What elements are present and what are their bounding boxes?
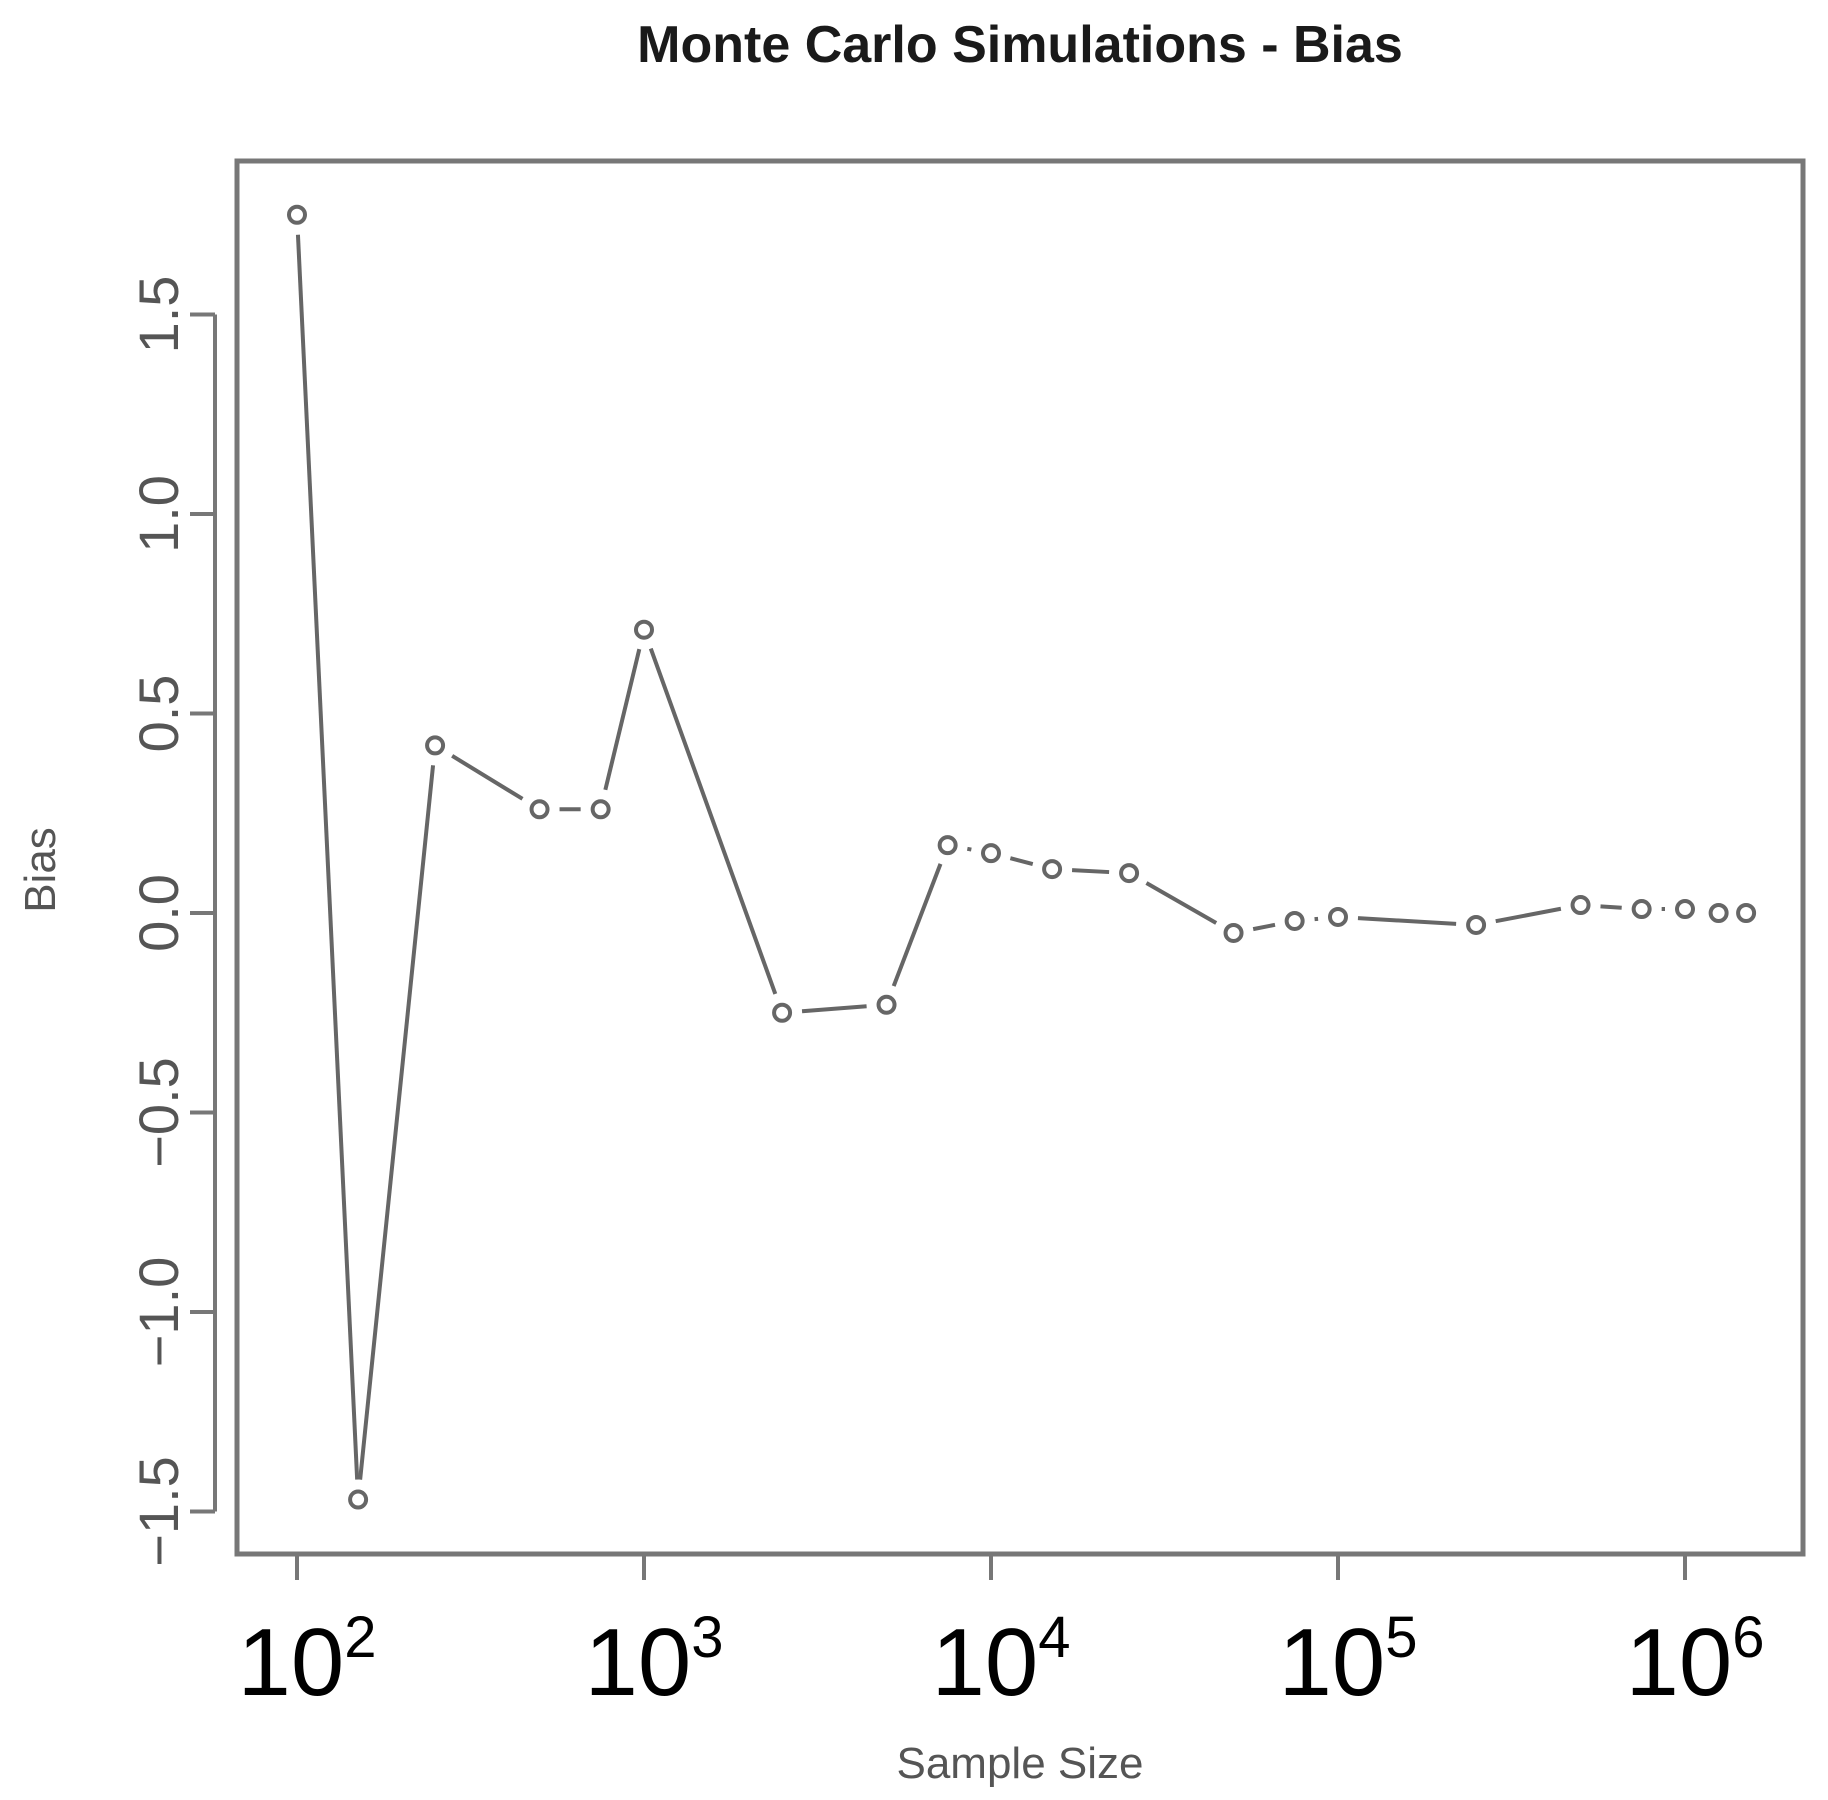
x-tick-base: 10 bbox=[931, 1609, 1038, 1716]
series-segment bbox=[1357, 916, 1457, 926]
x-tick-label: 102 bbox=[237, 1605, 376, 1716]
x-tick-label: 104 bbox=[931, 1605, 1070, 1716]
data-point bbox=[287, 204, 307, 225]
data-point bbox=[772, 1002, 793, 1023]
series-segment bbox=[1009, 856, 1034, 866]
x-tick-label: 105 bbox=[1278, 1605, 1417, 1716]
data-point bbox=[1042, 859, 1063, 880]
plot-frame bbox=[234, 158, 1806, 1557]
x-tick-exponent: 5 bbox=[1385, 1605, 1417, 1670]
x-tick-exponent: 2 bbox=[344, 1605, 376, 1670]
data-point bbox=[348, 1489, 369, 1510]
data-point bbox=[981, 843, 1001, 864]
x-tick-exponent: 4 bbox=[1038, 1605, 1070, 1670]
x-tick-base: 10 bbox=[1625, 1609, 1732, 1716]
series-segment bbox=[648, 647, 778, 995]
y-tick-label: 1.0 bbox=[127, 475, 190, 553]
x-axis: 102 103 104 105 106 bbox=[237, 1552, 1765, 1716]
x-tick-exponent: 6 bbox=[1732, 1605, 1764, 1670]
series-segment bbox=[295, 234, 360, 1480]
series-segment bbox=[1071, 868, 1110, 875]
x-tick-base: 10 bbox=[1278, 1609, 1385, 1716]
x-tick-label: 106 bbox=[1625, 1605, 1764, 1716]
y-axis-label: Bias bbox=[16, 827, 65, 913]
chart-title: Monte Carlo Simulations - Bias bbox=[637, 16, 1403, 74]
data-point bbox=[1284, 910, 1305, 931]
series-segment bbox=[801, 1004, 867, 1014]
data-point bbox=[1223, 922, 1244, 943]
data-point bbox=[937, 835, 958, 856]
x-tick-base: 10 bbox=[237, 1609, 344, 1716]
data-point bbox=[590, 799, 611, 820]
data-point bbox=[1708, 903, 1729, 923]
data-point bbox=[876, 994, 897, 1015]
series-segment bbox=[1145, 881, 1218, 925]
data-point bbox=[425, 735, 446, 756]
x-axis-label: Sample Size bbox=[896, 1739, 1143, 1788]
y-tick-label: −0.5 bbox=[127, 1057, 190, 1168]
series-segment bbox=[891, 863, 943, 987]
y-tick-label: 0.0 bbox=[127, 874, 190, 952]
x-tick-base: 10 bbox=[584, 1609, 691, 1716]
y-tick-label: −1.5 bbox=[127, 1456, 190, 1567]
series-segment bbox=[1252, 922, 1276, 932]
data-point bbox=[1675, 899, 1695, 920]
series-segment bbox=[1495, 906, 1562, 924]
data-point bbox=[529, 799, 550, 820]
y-axis: −1.5 −1.0 −0.5 0.0 0.5 1.0 1.5 bbox=[127, 276, 217, 1567]
data-point bbox=[1631, 899, 1652, 920]
data-point bbox=[1736, 903, 1757, 923]
data-point bbox=[1466, 914, 1487, 935]
x-tick-exponent: 3 bbox=[691, 1605, 723, 1670]
y-tick-label: 1.5 bbox=[127, 276, 190, 354]
data-point bbox=[1570, 895, 1591, 916]
x-tick-label: 103 bbox=[584, 1605, 723, 1716]
data-point bbox=[1328, 906, 1348, 927]
y-tick-label: 0.5 bbox=[127, 675, 190, 753]
y-tick-label: −1.0 bbox=[127, 1257, 190, 1368]
data-point bbox=[634, 619, 654, 640]
series-segment bbox=[1600, 904, 1622, 910]
series-segment bbox=[358, 765, 436, 1480]
series-segment bbox=[966, 846, 972, 852]
series-segment bbox=[451, 754, 524, 801]
bias-series bbox=[287, 204, 1757, 1510]
data-point bbox=[1119, 863, 1140, 884]
series-segment bbox=[603, 648, 642, 791]
